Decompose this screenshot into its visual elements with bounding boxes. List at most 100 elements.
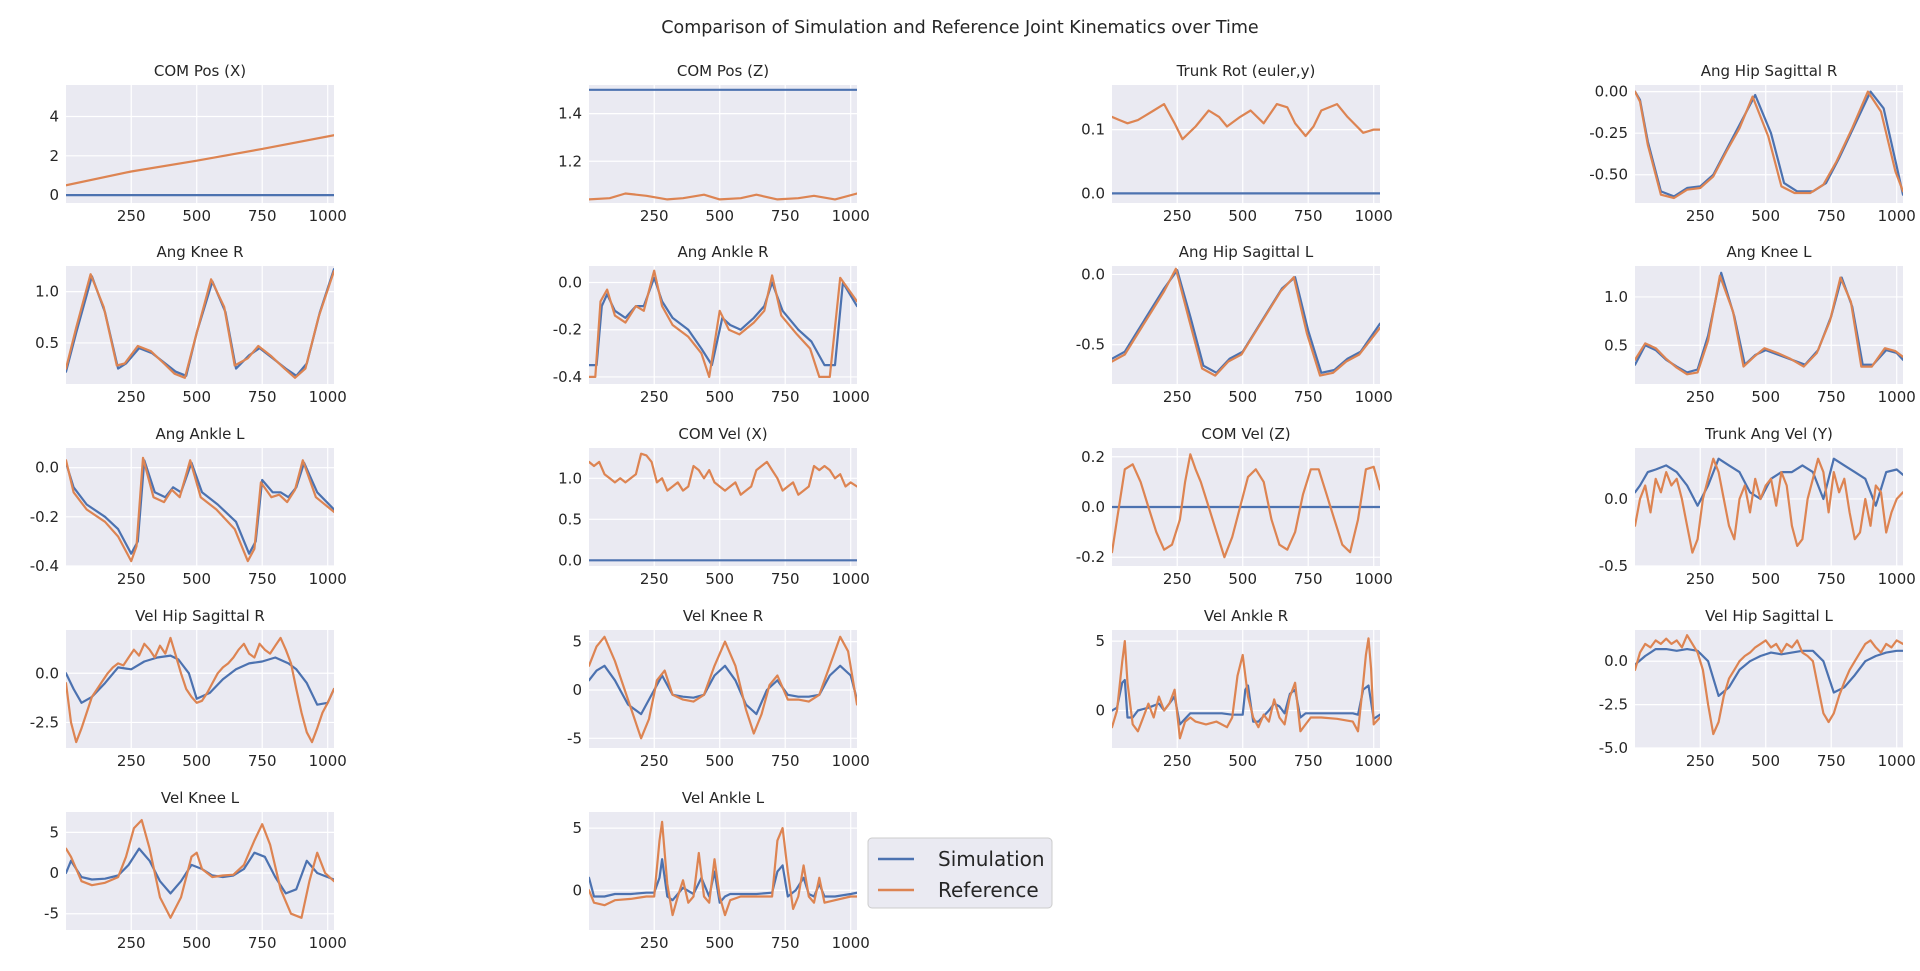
x-tick-label: 250 — [1163, 207, 1192, 225]
reference-line — [1635, 90, 1903, 200]
plot-area — [1635, 85, 1903, 203]
x-tick-label: 750 — [1817, 207, 1846, 225]
subplot: 250 500 750 1000 -0.50 -0.25 0.00 Ang Hip Sagit… — [1589, 62, 1916, 225]
subplot: 250 500 750 1000 -5.0 -2.5 0.0 Vel Hip Sagittal… — [1599, 607, 1916, 770]
subplot-title: Ang Ankle R — [677, 243, 768, 261]
simulation-line — [1635, 648, 1903, 697]
x-tick-label: 750 — [771, 570, 800, 588]
y-tick-label: 0.0 — [1081, 184, 1105, 202]
y-tick-label: -0.2 — [30, 508, 59, 526]
reference-line — [1635, 634, 1903, 736]
subplot-title: Ang Knee L — [1727, 243, 1813, 261]
x-tick-label: 1000 — [832, 934, 870, 952]
x-tick-label: 1000 — [1355, 570, 1393, 588]
simulation-line — [66, 459, 334, 555]
subplot-title: Trunk Rot (euler,y) — [1176, 62, 1316, 80]
x-tick-label: 250 — [1686, 388, 1715, 406]
x-tick-label: 1000 — [309, 570, 347, 588]
x-tick-label: 750 — [1817, 752, 1846, 770]
y-tick-label: -0.25 — [1589, 124, 1628, 142]
plot-area — [589, 85, 857, 203]
y-tick-label: 0.0 — [35, 664, 59, 682]
y-tick-label: -0.50 — [1589, 166, 1628, 184]
x-tick-label: 750 — [1817, 570, 1846, 588]
subplot-title: Vel Hip Sagittal L — [1705, 607, 1833, 625]
x-tick-label: 500 — [1751, 570, 1780, 588]
y-tick-label: 0.0 — [1604, 490, 1628, 508]
x-tick-label: 1000 — [309, 752, 347, 770]
y-tick-label: 0.0 — [1604, 652, 1628, 670]
y-tick-label: -0.5 — [1599, 557, 1628, 575]
x-tick-label: 500 — [1751, 207, 1780, 225]
plot-area — [66, 85, 334, 203]
y-tick-label: 0.0 — [1081, 265, 1105, 283]
y-tick-label: -5 — [44, 905, 59, 923]
y-tick-label: 4 — [49, 107, 59, 125]
x-tick-label: 500 — [705, 207, 734, 225]
x-tick-label: 250 — [640, 752, 669, 770]
y-tick-label: 0.1 — [1081, 121, 1105, 139]
subplot: 250 500 750 1000 -0.5 0.0 Ang Hip Sagittal L — [1076, 243, 1393, 406]
figure-title: Comparison of Simulation and Reference J… — [661, 18, 1258, 38]
y-tick-label: 1.0 — [35, 283, 59, 301]
y-tick-label: -0.2 — [1076, 548, 1105, 566]
y-tick-label: 0.0 — [35, 459, 59, 477]
x-tick-label: 750 — [1294, 752, 1323, 770]
y-tick-label: -0.2 — [553, 321, 582, 339]
y-tick-label: 5 — [572, 819, 582, 837]
x-tick-label: 750 — [771, 934, 800, 952]
x-tick-label: 1000 — [1355, 207, 1393, 225]
subplot: 250 500 750 1000 0.5 1.0 Ang Knee L — [1604, 243, 1916, 406]
subplot-title: Vel Ankle R — [1204, 607, 1288, 625]
plot-area — [589, 266, 857, 384]
x-tick-label: 500 — [182, 388, 211, 406]
plot-area — [1635, 266, 1903, 384]
subplot-title: Vel Knee R — [683, 607, 763, 625]
x-tick-label: 500 — [1228, 388, 1257, 406]
x-tick-label: 500 — [1751, 752, 1780, 770]
subplot: 250 500 750 1000 0 2 4 COM Pos (X) — [49, 62, 346, 225]
x-tick-label: 500 — [1228, 752, 1257, 770]
reference-line — [66, 636, 334, 744]
x-tick-label: 250 — [117, 934, 146, 952]
y-tick-label: 5 — [572, 633, 582, 651]
y-tick-label: 0.0 — [558, 551, 582, 569]
x-tick-label: 250 — [117, 207, 146, 225]
x-tick-label: 750 — [248, 752, 277, 770]
simulation-line — [1635, 90, 1903, 198]
x-tick-label: 1000 — [1878, 752, 1916, 770]
reference-line — [66, 134, 334, 187]
x-tick-label: 500 — [182, 570, 211, 588]
plot-area — [1112, 85, 1380, 203]
x-tick-label: 750 — [1294, 207, 1323, 225]
plot-area — [66, 448, 334, 566]
x-tick-label: 250 — [640, 570, 669, 588]
x-tick-label: 750 — [248, 570, 277, 588]
x-tick-label: 1000 — [832, 752, 870, 770]
reference-line — [66, 270, 334, 379]
y-tick-label: 0.00 — [1595, 83, 1628, 101]
subplot: 250 500 750 1000 1.2 1.4 COM Pos (Z) — [558, 62, 870, 225]
legend: Simulation Reference — [867, 837, 1053, 909]
reference-line — [1112, 453, 1380, 559]
x-tick-label: 250 — [117, 388, 146, 406]
plot-area — [589, 448, 857, 566]
reference-line — [1112, 103, 1380, 141]
y-tick-label: 0.0 — [1081, 498, 1105, 516]
subplot: 250 500 750 1000 0.5 1.0 Ang Knee R — [35, 243, 347, 406]
plot-area — [1112, 266, 1380, 384]
x-tick-label: 250 — [1686, 752, 1715, 770]
simulation-line — [66, 654, 334, 706]
subplot-title: Vel Hip Sagittal R — [135, 607, 265, 625]
reference-line — [1112, 637, 1380, 740]
y-tick-label: 1.0 — [558, 469, 582, 487]
x-tick-label: 250 — [640, 388, 669, 406]
x-tick-label: 750 — [771, 752, 800, 770]
x-tick-label: 750 — [248, 388, 277, 406]
y-tick-label: 0 — [1095, 702, 1105, 720]
x-tick-label: 1000 — [309, 934, 347, 952]
y-tick-label: -5.0 — [1599, 739, 1628, 757]
x-tick-label: 250 — [1686, 207, 1715, 225]
reference-line — [589, 635, 857, 740]
